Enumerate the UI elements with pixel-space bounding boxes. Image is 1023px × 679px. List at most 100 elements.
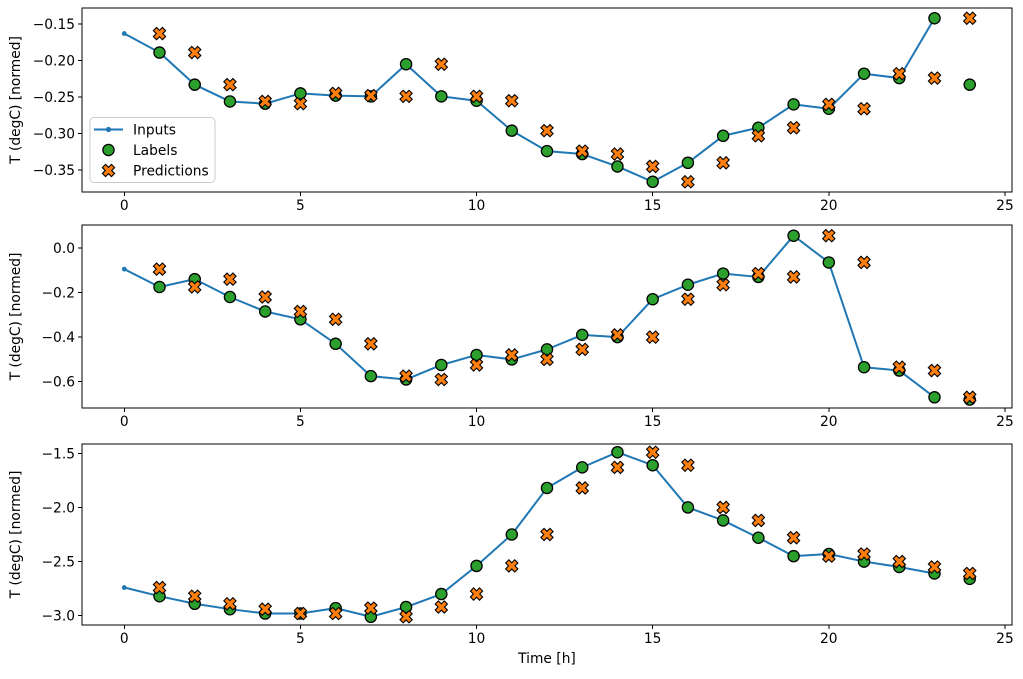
- labels-marker: [681, 278, 695, 291]
- inputs-line: [123, 17, 936, 183]
- x-tick-label: 25: [996, 414, 1014, 430]
- predictions-marker: [187, 280, 202, 294]
- y-tick-label: −0.2: [41, 286, 75, 302]
- x-tick-label: 15: [644, 631, 662, 647]
- labels-marker: [470, 348, 483, 362]
- legend-label-inputs: Inputs: [133, 123, 176, 139]
- labels-marker: [153, 280, 166, 294]
- axes-spines: [81, 443, 1013, 626]
- inputs-line: [123, 451, 936, 618]
- x-tick-label: 20: [820, 198, 838, 214]
- predictions-marker: [716, 155, 731, 170]
- labels-marker: [857, 360, 871, 374]
- predictions-marker: [962, 566, 977, 581]
- labels-marker: [752, 531, 765, 544]
- x-tick-label: 20: [820, 414, 838, 430]
- predictions-marker: [821, 97, 836, 112]
- subplot-2: 0 5 10 15 20 25 0.0 −0.2 −0.4 −0.6: [41, 224, 1014, 430]
- labels-marker: [329, 337, 342, 351]
- y-tick-label: −2.5: [41, 555, 75, 571]
- labels-marker: [857, 67, 871, 80]
- labels-marker: [258, 305, 272, 318]
- x-tick-label: 20: [820, 631, 838, 647]
- predictions-marker: [258, 602, 273, 617]
- y-tick-label: −2.0: [41, 500, 75, 516]
- labels-marker: [540, 343, 554, 356]
- predictions-marker: [540, 352, 554, 367]
- x-tick-label: 10: [468, 414, 486, 430]
- y-tick-label: −0.20: [33, 54, 75, 70]
- predictions-marker: [927, 71, 942, 85]
- labels-marker: [294, 87, 307, 100]
- legend: Inputs Labels Predictions: [89, 117, 216, 183]
- labels-marker: [399, 57, 413, 71]
- predictions-marker: [892, 360, 907, 375]
- predictions-marker: [786, 120, 801, 135]
- predictions-marker: [504, 348, 519, 362]
- predictions-marker: [469, 358, 484, 372]
- predictions-marker: [751, 128, 766, 143]
- predictions-marker: [187, 45, 202, 60]
- x-tick-label: 10: [468, 198, 486, 214]
- predictions-marker: [328, 86, 343, 101]
- predictions-marker: [363, 336, 378, 351]
- y-tick-label: −0.35: [33, 163, 75, 179]
- predictions-marker: [504, 559, 519, 573]
- labels-marker: [716, 267, 730, 280]
- predictions-marker: [681, 292, 695, 307]
- x-tick-label: 25: [996, 198, 1014, 214]
- predictions-marker: [610, 460, 625, 475]
- predictions-marker: [504, 93, 519, 108]
- predictions-marker: [223, 596, 237, 611]
- legend-label-labels: Labels: [133, 143, 177, 159]
- y-axis-label-3: T (degC) [normed]: [8, 471, 24, 600]
- x-tick-label: 0: [120, 198, 129, 214]
- y-tick-label: −0.6: [41, 375, 75, 391]
- predictions-marker: [645, 330, 660, 345]
- predictions-marker: [962, 11, 977, 26]
- labels-marker: [364, 369, 378, 383]
- predictions-marker: [716, 277, 731, 292]
- predictions-marker: [610, 147, 625, 161]
- predictions-marker: [927, 560, 942, 574]
- y-tick-label: −0.4: [41, 330, 75, 346]
- labels-marker: [646, 292, 659, 306]
- predictions-marker: [962, 390, 977, 405]
- predictions-marker: [399, 89, 413, 104]
- predictions-marker: [258, 94, 273, 109]
- predictions-marker: [892, 66, 907, 81]
- predictions-marker: [540, 123, 554, 138]
- predictions-marker: [223, 77, 237, 92]
- labels-marker: [787, 98, 800, 111]
- predictions-marker: [681, 174, 695, 189]
- labels-marker: [611, 445, 624, 459]
- x-tick-label: 25: [996, 631, 1014, 647]
- y-tick-label: 0.0: [53, 241, 75, 257]
- predictions-marker: [610, 327, 625, 342]
- x-tick-label: 0: [120, 631, 129, 647]
- axes-spines: [81, 7, 1013, 193]
- x-tick-label: 15: [644, 198, 662, 214]
- predictions-marker: [258, 290, 273, 304]
- predictions-marker: [399, 369, 413, 384]
- predictions-marker: [681, 458, 695, 473]
- labels-marker: [575, 461, 589, 474]
- labels-marker: [787, 229, 800, 242]
- predictions-marker: [328, 312, 343, 327]
- legend-inputs-dot-sample: [105, 126, 112, 133]
- labels-marker: [928, 11, 941, 25]
- inputs-point-marker: [121, 585, 127, 590]
- predictions-marker: [152, 262, 167, 277]
- x-tick-label: 5: [296, 198, 305, 214]
- labels-marker: [505, 124, 519, 137]
- labels-marker: [646, 458, 659, 472]
- x-tick-label: 0: [120, 414, 129, 430]
- predictions-marker: [821, 228, 836, 243]
- predictions-marker: [399, 609, 413, 624]
- predictions-marker: [540, 527, 554, 542]
- labels-marker: [153, 46, 166, 59]
- predictions-marker: [857, 101, 871, 116]
- y-axis-label-2: T (degC) [normed]: [8, 253, 24, 382]
- subplot-3: 0 5 10 15 20 25 −1.5 −2.0 −2.5 −3.0: [41, 443, 1014, 647]
- x-tick-label: 5: [296, 414, 305, 430]
